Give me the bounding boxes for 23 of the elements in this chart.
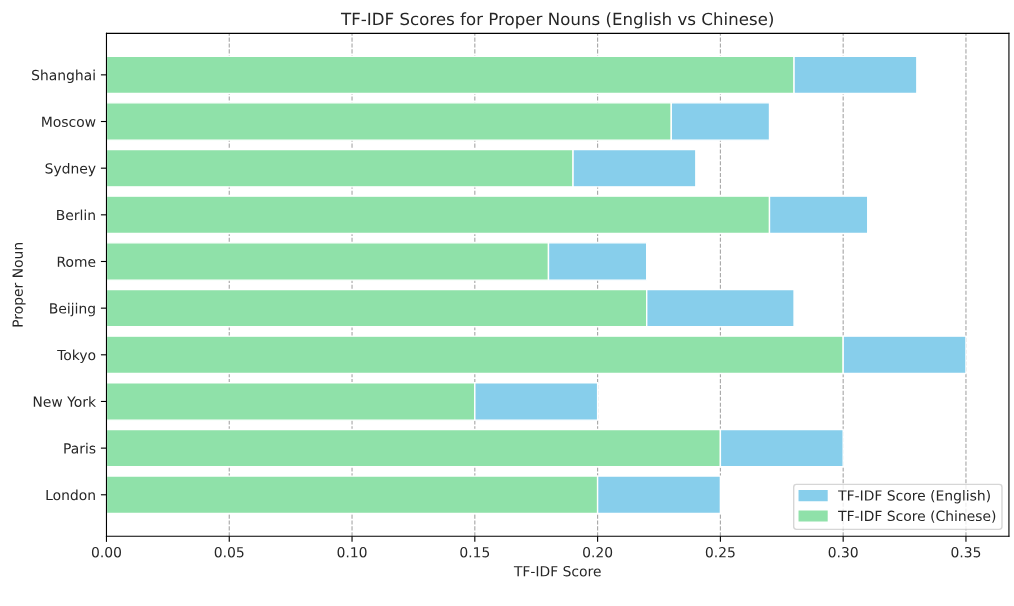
- y-tick-label: Beijing: [50, 302, 95, 317]
- x-tick-label: 0.35: [951, 546, 981, 558]
- x-tick-label: 0.05: [214, 546, 244, 558]
- y-tick-label: Shanghai: [32, 69, 95, 84]
- y-tick-label: Paris: [64, 442, 96, 454]
- x-axis-title: TF-IDF Score: [513, 565, 601, 577]
- y-tick-label: Rome: [57, 256, 96, 267]
- y-tick-label: London: [46, 489, 95, 501]
- y-tick-label: Berlin: [57, 209, 95, 221]
- x-tick-label: 0.10: [337, 546, 367, 558]
- x-tick-label: 0.15: [460, 546, 490, 558]
- x-tick-label: 0.25: [705, 546, 735, 558]
- x-tick-label: 0.00: [91, 546, 122, 558]
- x-tick-label: 0.20: [583, 546, 613, 558]
- y-axis-title: Proper Noun: [12, 243, 26, 327]
- y-tick-label: Sydney: [45, 162, 96, 177]
- chart-title: TF-IDF Scores for Proper Nouns (English vs Chinese): [340, 12, 773, 29]
- y-tick-label: New York: [33, 396, 97, 407]
- legend-label: TF-IDF Score (English): [838, 489, 990, 504]
- y-tick-label: Moscow: [42, 116, 96, 127]
- legend-label: TF-IDF Score (Chinese): [838, 510, 996, 523]
- x-tick-label: 0.30: [828, 546, 858, 558]
- y-tick-label: Tokyo: [57, 349, 96, 363]
